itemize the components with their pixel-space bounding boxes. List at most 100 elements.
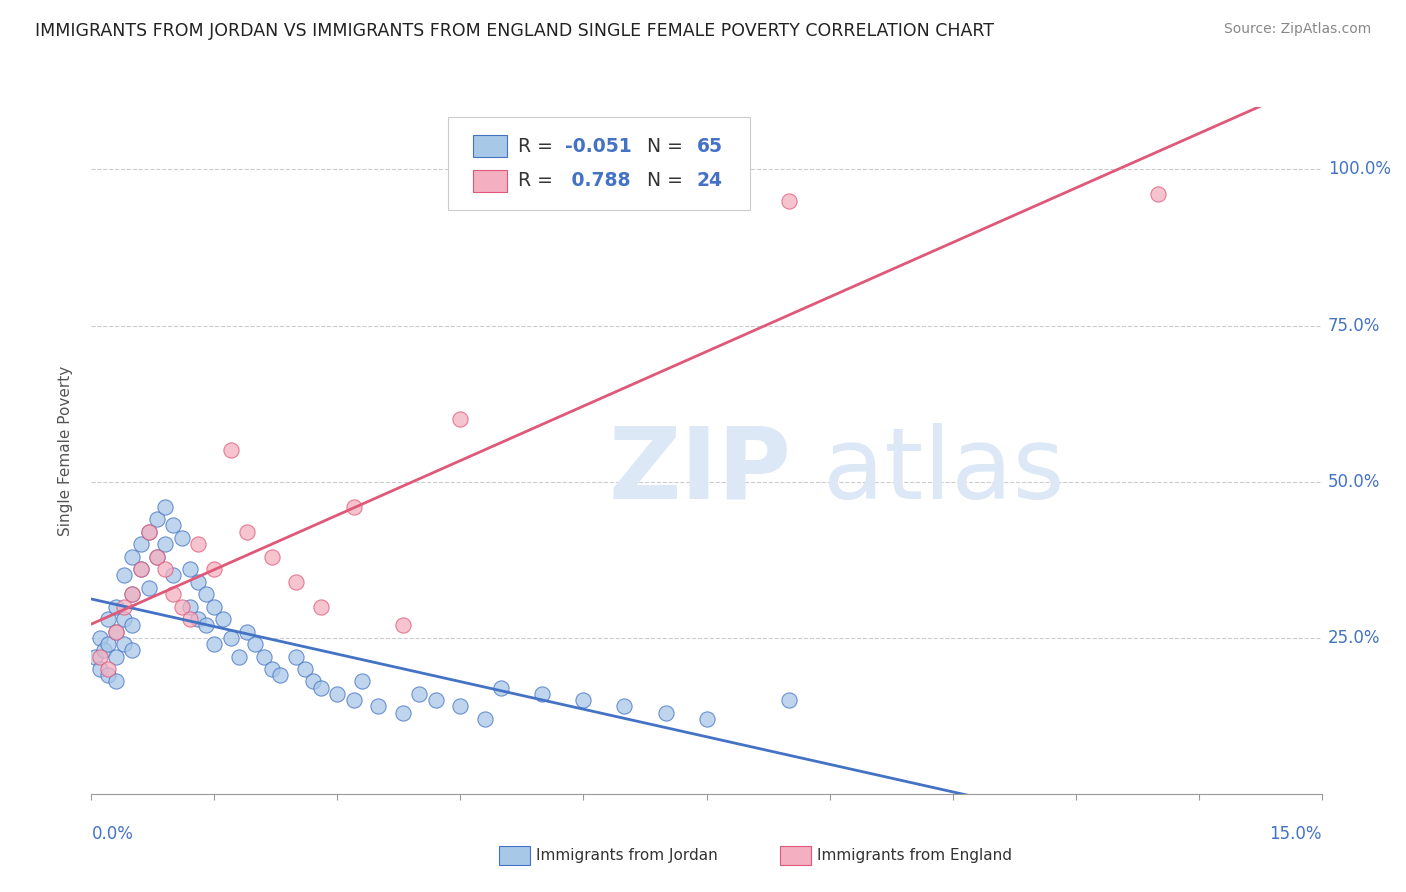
Text: 50.0%: 50.0% bbox=[1327, 473, 1381, 491]
Point bbox=[97, 612, 120, 626]
Point bbox=[408, 687, 430, 701]
Point bbox=[294, 662, 316, 676]
Point bbox=[236, 624, 259, 639]
Text: IMMIGRANTS FROM JORDAN VS IMMIGRANTS FROM ENGLAND SINGLE FEMALE POVERTY CORRELAT: IMMIGRANTS FROM JORDAN VS IMMIGRANTS FRO… bbox=[35, 22, 994, 40]
Point bbox=[129, 562, 152, 576]
Point bbox=[112, 568, 135, 582]
Point bbox=[153, 537, 177, 551]
Point bbox=[105, 599, 127, 614]
Text: N =: N = bbox=[636, 136, 689, 156]
Text: 24: 24 bbox=[696, 171, 723, 190]
Point bbox=[425, 693, 447, 707]
Point bbox=[129, 562, 152, 576]
Point bbox=[170, 599, 193, 614]
Point bbox=[309, 599, 332, 614]
Point bbox=[778, 693, 800, 707]
Point bbox=[449, 699, 471, 714]
Text: -0.051: -0.051 bbox=[565, 136, 631, 156]
Point bbox=[121, 549, 143, 564]
Point bbox=[138, 581, 160, 595]
Point bbox=[112, 612, 135, 626]
Point bbox=[187, 537, 209, 551]
Text: Immigrants from Jordan: Immigrants from Jordan bbox=[536, 848, 717, 863]
Point bbox=[326, 687, 349, 701]
Point bbox=[253, 649, 276, 664]
Point bbox=[162, 518, 184, 533]
Point bbox=[613, 699, 636, 714]
Point bbox=[228, 649, 250, 664]
FancyBboxPatch shape bbox=[449, 118, 749, 211]
Point bbox=[187, 574, 209, 589]
Point bbox=[105, 624, 127, 639]
Text: 75.0%: 75.0% bbox=[1327, 317, 1381, 334]
Point bbox=[778, 194, 800, 208]
Point bbox=[352, 674, 374, 689]
Point bbox=[146, 512, 169, 526]
Point bbox=[162, 587, 184, 601]
Point bbox=[112, 637, 135, 651]
Text: R =: R = bbox=[519, 136, 560, 156]
Point bbox=[112, 599, 135, 614]
Point bbox=[146, 549, 169, 564]
Point bbox=[89, 662, 111, 676]
Point bbox=[695, 712, 717, 726]
Point bbox=[343, 500, 366, 514]
Point bbox=[260, 662, 283, 676]
Text: atlas: atlas bbox=[824, 423, 1064, 519]
Point bbox=[474, 712, 496, 726]
Text: 0.0%: 0.0% bbox=[91, 825, 134, 843]
Point bbox=[89, 649, 111, 664]
Point bbox=[121, 618, 143, 632]
Point bbox=[285, 574, 308, 589]
Point bbox=[572, 693, 595, 707]
Point bbox=[309, 681, 332, 695]
Text: 15.0%: 15.0% bbox=[1270, 825, 1322, 843]
Point bbox=[392, 618, 415, 632]
Point bbox=[153, 500, 177, 514]
Point bbox=[105, 649, 127, 664]
Point bbox=[202, 562, 225, 576]
Text: 65: 65 bbox=[696, 136, 723, 156]
Point bbox=[105, 624, 127, 639]
Point bbox=[392, 706, 415, 720]
Text: N =: N = bbox=[636, 171, 689, 190]
Point bbox=[531, 687, 554, 701]
Point bbox=[260, 549, 283, 564]
Point bbox=[245, 637, 267, 651]
Point bbox=[84, 649, 107, 664]
Point bbox=[97, 668, 120, 682]
Point bbox=[138, 524, 160, 539]
Point bbox=[491, 681, 513, 695]
Point bbox=[138, 524, 160, 539]
Text: R =: R = bbox=[519, 171, 560, 190]
Text: ZIP: ZIP bbox=[607, 423, 792, 519]
Point bbox=[170, 531, 193, 545]
Point bbox=[97, 662, 120, 676]
Point bbox=[93, 643, 115, 657]
Point bbox=[195, 618, 218, 632]
Point bbox=[97, 637, 120, 651]
Point bbox=[105, 674, 127, 689]
Text: Immigrants from England: Immigrants from England bbox=[817, 848, 1012, 863]
Point bbox=[202, 637, 225, 651]
Point bbox=[179, 612, 201, 626]
Point bbox=[269, 668, 291, 682]
FancyBboxPatch shape bbox=[472, 169, 508, 192]
Point bbox=[1146, 187, 1168, 202]
Point bbox=[121, 587, 143, 601]
Point bbox=[179, 562, 201, 576]
Point bbox=[153, 562, 177, 576]
Point bbox=[367, 699, 389, 714]
Point bbox=[179, 599, 201, 614]
Point bbox=[219, 631, 242, 645]
Point bbox=[449, 412, 471, 426]
Point bbox=[146, 549, 169, 564]
Point bbox=[343, 693, 366, 707]
Text: 0.788: 0.788 bbox=[565, 171, 630, 190]
Point bbox=[236, 524, 259, 539]
Point bbox=[202, 599, 225, 614]
FancyBboxPatch shape bbox=[472, 136, 508, 157]
Text: 25.0%: 25.0% bbox=[1327, 629, 1381, 647]
Point bbox=[121, 587, 143, 601]
Y-axis label: Single Female Poverty: Single Female Poverty bbox=[58, 366, 73, 535]
